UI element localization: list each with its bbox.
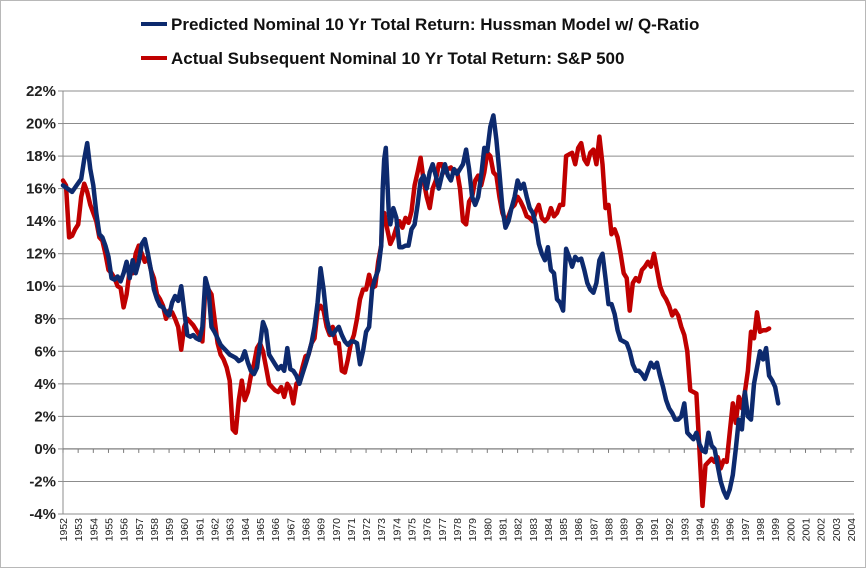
x-tick-label: 1969 bbox=[316, 518, 328, 542]
x-tick-label: 1999 bbox=[770, 518, 782, 542]
x-tick-label: 2002 bbox=[816, 518, 828, 542]
x-tick-label: 1998 bbox=[755, 518, 767, 542]
x-tick-label: 2004 bbox=[846, 518, 858, 542]
y-tick-label: 2% bbox=[34, 408, 56, 425]
x-tick-label: 1991 bbox=[649, 518, 661, 542]
x-tick-label: 1972 bbox=[361, 518, 373, 542]
x-tick-label: 1983 bbox=[528, 518, 540, 542]
x-tick-label: 1970 bbox=[331, 518, 343, 542]
x-tick-label: 1953 bbox=[73, 518, 85, 542]
x-tick-label: 1957 bbox=[134, 518, 146, 542]
x-tick-label: 1977 bbox=[437, 518, 449, 542]
x-tick-label: 1975 bbox=[407, 518, 419, 542]
x-tick-label: 1981 bbox=[497, 518, 509, 542]
series-line-actual bbox=[60, 134, 772, 509]
x-tick-label: 1966 bbox=[270, 518, 282, 542]
x-tick-label: 1976 bbox=[422, 518, 434, 542]
x-tick-label: 1974 bbox=[391, 518, 403, 542]
x-tick-label: 1965 bbox=[255, 518, 267, 542]
x-tick-label: 1961 bbox=[194, 518, 206, 542]
x-tick-label: 1979 bbox=[467, 518, 479, 542]
y-axis-tick-labels: -4% -2% 0% 2% 4% 6% 8% 10% 12% 14% 16% 18% 20% 22% bbox=[26, 83, 56, 523]
x-tick-label: 1984 bbox=[543, 518, 555, 542]
x-tick-label: 1982 bbox=[513, 518, 525, 542]
y-tick-label: 0% bbox=[34, 441, 56, 458]
y-tick-label: 6% bbox=[34, 343, 56, 360]
legend: Predicted Nominal 10 Yr Total Return: Hu… bbox=[141, 15, 699, 68]
x-tick-label: 2003 bbox=[831, 518, 843, 542]
x-tick-label: 1960 bbox=[179, 518, 191, 542]
x-tick-label: 1996 bbox=[725, 518, 737, 542]
x-tick-label: 1978 bbox=[452, 518, 464, 542]
x-tick-label: 1980 bbox=[482, 518, 494, 542]
y-tick-label: 16% bbox=[26, 181, 56, 198]
x-tick-label: 1955 bbox=[103, 518, 115, 542]
y-tick-label: -2% bbox=[29, 473, 56, 490]
x-tick-label: 1995 bbox=[710, 518, 722, 542]
x-tick-label: 1992 bbox=[664, 518, 676, 542]
x-tick-label: 1952 bbox=[58, 518, 70, 542]
x-tick-label: 1958 bbox=[149, 518, 161, 542]
x-tick-label: 2000 bbox=[785, 518, 797, 542]
x-tick-label: 1990 bbox=[634, 518, 646, 542]
y-tick-label: -4% bbox=[29, 506, 56, 523]
y-tick-label: 14% bbox=[26, 213, 56, 230]
y-tick-label: 18% bbox=[26, 148, 56, 165]
x-tick-label: 1954 bbox=[88, 518, 100, 542]
x-tick-label: 1987 bbox=[588, 518, 600, 542]
legend-label-actual: Actual Subsequent Nominal 10 Yr Total Re… bbox=[171, 49, 624, 68]
x-tick-label: 1963 bbox=[225, 518, 237, 542]
legend-label-predicted: Predicted Nominal 10 Yr Total Return: Hu… bbox=[171, 15, 699, 34]
x-tick-label: 1964 bbox=[240, 518, 252, 542]
y-tick-label: 12% bbox=[26, 246, 56, 263]
y-tick-label: 4% bbox=[34, 376, 56, 393]
x-tick-label: 1993 bbox=[679, 518, 691, 542]
series-lines bbox=[60, 113, 781, 509]
y-tick-label: 22% bbox=[26, 83, 56, 100]
x-tick-label: 1985 bbox=[558, 518, 570, 542]
x-tick-label: 1967 bbox=[285, 518, 297, 542]
x-tick-label: 2001 bbox=[801, 518, 813, 542]
y-tick-label: 10% bbox=[26, 278, 56, 295]
x-tick-label: 1959 bbox=[164, 518, 176, 542]
x-tick-label: 1962 bbox=[210, 518, 222, 542]
series-line-predicted bbox=[60, 113, 781, 500]
x-tick-label: 1973 bbox=[376, 518, 388, 542]
y-tick-label: 20% bbox=[26, 116, 56, 133]
x-tick-label: 1997 bbox=[740, 518, 752, 542]
x-axis-tick-labels: 1952 1953 1954 1955 1956 1957 1958 1959 1960 1961… bbox=[58, 518, 858, 542]
x-tick-label: 1971 bbox=[346, 518, 358, 542]
x-tick-label: 1986 bbox=[573, 518, 585, 542]
x-tick-label: 1968 bbox=[300, 518, 312, 542]
x-tick-label: 1989 bbox=[619, 518, 631, 542]
y-tick-label: 8% bbox=[34, 311, 56, 328]
x-tick-label: 1956 bbox=[119, 518, 131, 542]
x-tick-label: 1994 bbox=[694, 518, 706, 542]
x-tick-label: 1988 bbox=[604, 518, 616, 542]
